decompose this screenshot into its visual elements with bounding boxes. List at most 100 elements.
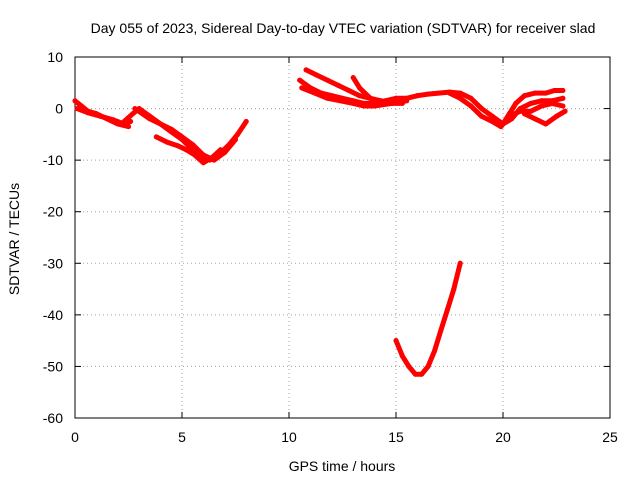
data-point bbox=[399, 100, 405, 106]
data-point bbox=[218, 147, 223, 153]
data-point bbox=[190, 142, 196, 148]
data-point bbox=[532, 116, 538, 122]
data-point bbox=[551, 88, 557, 93]
data-point bbox=[346, 88, 352, 93]
data-point bbox=[367, 95, 373, 101]
chart-title: Day 055 of 2023, Sidereal Day-to-day VTE… bbox=[91, 20, 596, 36]
data-point bbox=[121, 119, 127, 124]
data-point bbox=[303, 67, 309, 73]
data-point bbox=[543, 121, 549, 127]
data-point bbox=[72, 98, 78, 104]
data-point bbox=[425, 363, 431, 369]
data-point bbox=[404, 98, 410, 104]
data-point bbox=[222, 149, 228, 155]
data-point bbox=[399, 353, 405, 359]
data-point bbox=[153, 134, 159, 140]
y-axis-label: SDTVAR / TECUs bbox=[6, 183, 22, 295]
data-point bbox=[549, 100, 555, 106]
data-point bbox=[468, 103, 474, 109]
data-point bbox=[312, 90, 318, 96]
data-point bbox=[506, 113, 512, 119]
data-point bbox=[350, 75, 356, 81]
data-point bbox=[175, 143, 181, 149]
data-point bbox=[412, 371, 418, 377]
x-tick-label: 20 bbox=[495, 429, 511, 445]
series-group bbox=[72, 67, 568, 377]
data-point bbox=[147, 116, 153, 122]
data-point bbox=[539, 98, 544, 104]
data-point bbox=[378, 98, 384, 104]
data-point bbox=[299, 85, 305, 91]
data-point bbox=[200, 160, 206, 166]
data-point bbox=[235, 131, 241, 137]
data-point bbox=[436, 90, 442, 96]
y-tick-label: -60 bbox=[43, 410, 63, 426]
data-point bbox=[491, 116, 497, 122]
data-point bbox=[560, 95, 566, 101]
data-point bbox=[447, 90, 452, 96]
data-point bbox=[521, 111, 527, 117]
grid bbox=[75, 57, 610, 418]
data-point bbox=[200, 152, 206, 158]
data-point bbox=[130, 111, 136, 117]
data-point bbox=[560, 103, 566, 109]
data-point bbox=[554, 113, 559, 119]
data-point bbox=[419, 371, 425, 377]
data-point bbox=[372, 103, 378, 109]
y-tick-label: 10 bbox=[47, 49, 63, 65]
data-point bbox=[357, 85, 363, 91]
data-point bbox=[164, 139, 170, 145]
data-point bbox=[539, 103, 544, 109]
data-point bbox=[350, 100, 356, 106]
data-point bbox=[393, 95, 399, 101]
data-point bbox=[528, 108, 534, 114]
data-point bbox=[128, 119, 134, 124]
x-tick-label: 10 bbox=[281, 429, 297, 445]
data-point bbox=[132, 106, 138, 112]
data-point bbox=[498, 124, 504, 130]
data-point bbox=[337, 98, 343, 104]
data-point bbox=[479, 113, 485, 119]
data-point bbox=[297, 77, 303, 83]
series-line-arc-4 bbox=[132, 106, 238, 163]
data-point bbox=[74, 106, 80, 112]
data-point bbox=[457, 90, 463, 96]
x-tick-label: 25 bbox=[602, 429, 618, 445]
data-point bbox=[468, 95, 474, 101]
data-point bbox=[85, 110, 91, 116]
y-tick-label: -50 bbox=[43, 358, 63, 374]
data-point bbox=[209, 155, 215, 161]
data-point bbox=[560, 88, 566, 93]
y-tick-label: -40 bbox=[43, 307, 63, 323]
data-point bbox=[414, 93, 420, 99]
data-point bbox=[513, 100, 519, 106]
data-point bbox=[457, 260, 463, 266]
data-point bbox=[233, 137, 238, 142]
x-tick-label: 0 bbox=[71, 429, 79, 445]
y-tick-label: -20 bbox=[43, 204, 63, 220]
data-point bbox=[168, 126, 174, 132]
x-axis-label: GPS time / hours bbox=[289, 458, 396, 474]
y-tick-label: 0 bbox=[55, 101, 63, 117]
data-point bbox=[532, 90, 538, 96]
data-point bbox=[243, 119, 249, 124]
data-point bbox=[406, 363, 412, 369]
data-point bbox=[183, 147, 189, 153]
data-point bbox=[543, 90, 549, 96]
data-point bbox=[357, 93, 363, 99]
data-point bbox=[432, 348, 437, 354]
data-point bbox=[393, 338, 399, 344]
data-point bbox=[457, 95, 463, 101]
y-tick-label: -30 bbox=[43, 255, 63, 271]
data-point bbox=[179, 134, 185, 140]
data-point bbox=[562, 108, 568, 114]
data-point bbox=[335, 82, 341, 88]
axis-ticks: 0 5 10 15 20 25 10 0 -10 -20 -30 -40 -50 -60 bbox=[43, 49, 618, 445]
data-point bbox=[444, 307, 450, 313]
y-tick-label: -10 bbox=[43, 152, 63, 168]
data-point bbox=[389, 100, 395, 106]
x-tick-label: 15 bbox=[388, 429, 404, 445]
data-point bbox=[111, 117, 116, 123]
data-point bbox=[192, 152, 198, 158]
